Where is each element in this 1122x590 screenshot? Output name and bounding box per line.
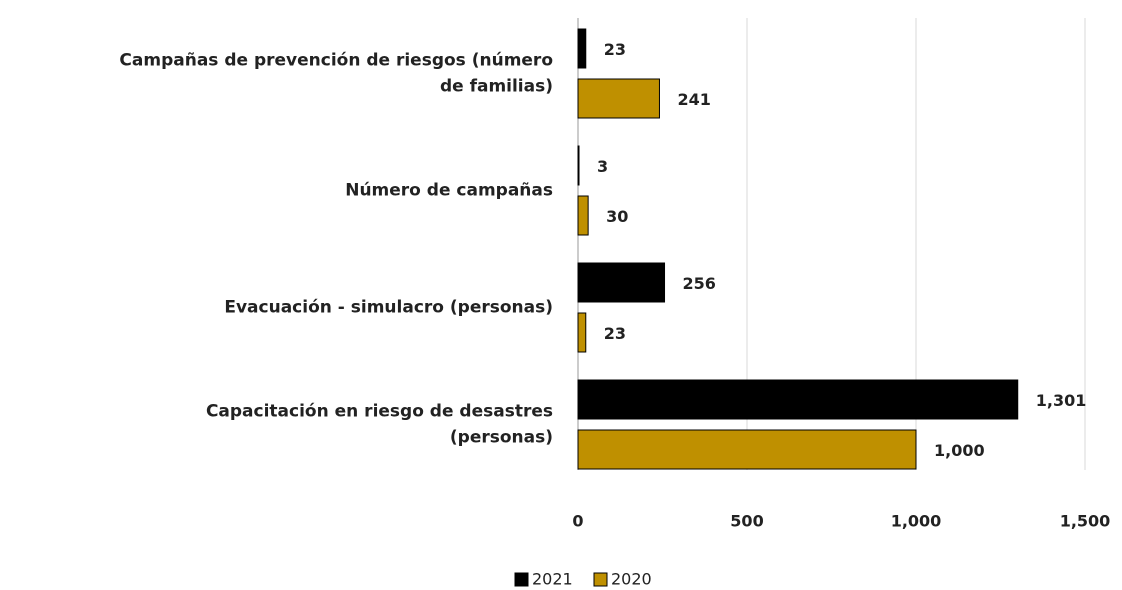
value-label: 30 [606, 207, 628, 226]
bar [577, 28, 587, 69]
bar [577, 429, 917, 470]
value-label: 241 [677, 90, 710, 109]
x-tick-label: 1,500 [1060, 512, 1111, 531]
legend-label: 2020 [611, 570, 652, 589]
bar [577, 379, 1019, 420]
value-label: 256 [683, 274, 716, 293]
bar [577, 195, 589, 236]
category-label: Número de campañas [345, 181, 553, 201]
value-label: 23 [604, 40, 626, 59]
value-label: 1,000 [934, 441, 985, 460]
x-tick-label: 500 [730, 512, 763, 531]
category-label: Campañas de prevención de riesgos (númer… [119, 51, 553, 97]
x-tick-label: 0 [572, 512, 583, 531]
value-label: 1,301 [1036, 391, 1087, 410]
x-tick-label: 1,000 [891, 512, 942, 531]
legend-label: 2021 [532, 570, 573, 589]
bar [577, 262, 666, 303]
value-label: 23 [604, 324, 626, 343]
category-label: Evacuación - simulacro (personas) [224, 298, 553, 318]
legend-swatch [593, 572, 608, 587]
value-label: 3 [597, 157, 608, 176]
bar [577, 78, 660, 119]
bar [577, 312, 587, 353]
category-label: Capacitación en riesgo de desastres (pers… [206, 402, 553, 448]
legend-swatch [514, 572, 529, 587]
bar [577, 145, 580, 186]
